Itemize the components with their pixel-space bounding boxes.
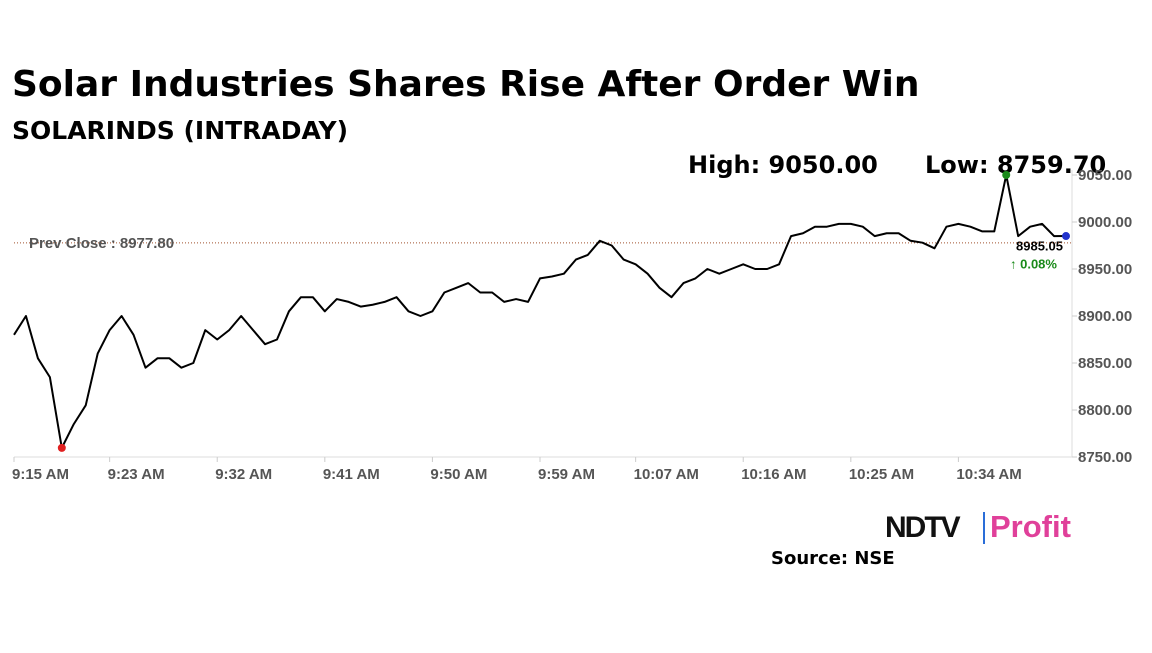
y-tick-label: 8750.00	[1078, 449, 1132, 466]
x-tick-label: 10:25 AM	[849, 466, 914, 483]
x-tick-label: 10:16 AM	[741, 466, 806, 483]
y-tick-label: 9050.00	[1078, 167, 1132, 184]
y-tick-label: 8900.00	[1078, 308, 1132, 325]
prev-close-label: Prev Close : 8977.80	[29, 235, 174, 252]
last-marker	[1062, 232, 1070, 241]
y-tick-label: 9000.00	[1078, 214, 1132, 231]
logo-divider	[983, 512, 985, 544]
low-marker	[57, 443, 66, 452]
x-tick-label: 9:23 AM	[108, 466, 165, 483]
y-tick-label: 8850.00	[1078, 355, 1132, 372]
x-tick-label: 10:34 AM	[956, 466, 1021, 483]
y-tick-label: 8950.00	[1078, 261, 1132, 278]
chart-title: Solar Industries Shares Rise After Order…	[12, 64, 919, 105]
logo-profit: Profit	[990, 509, 1071, 544]
chart-subtitle: SOLARINDS (INTRADAY)	[12, 116, 348, 145]
price-line	[13, 174, 1067, 449]
change-label: ↑ 0.08%	[1010, 256, 1057, 271]
x-tick-label: 9:50 AM	[430, 466, 487, 483]
y-tick-label: 8800.00	[1078, 402, 1132, 419]
x-tick-label: 9:41 AM	[323, 466, 380, 483]
last-price: 8985.05	[1016, 238, 1063, 253]
x-tick-label: 9:59 AM	[538, 466, 595, 483]
source: Source: NSE	[771, 548, 895, 569]
x-tick-label: 9:32 AM	[215, 466, 272, 483]
high-label: High: 9050.00	[688, 151, 878, 179]
x-tick-label: 10:07 AM	[634, 466, 699, 483]
high-marker	[1002, 171, 1011, 179]
x-tick-label: 9:15 AM	[12, 466, 69, 483]
logo-ndtv: NDTV	[885, 511, 961, 544]
low-label: Low: 8759.70	[925, 151, 1106, 179]
